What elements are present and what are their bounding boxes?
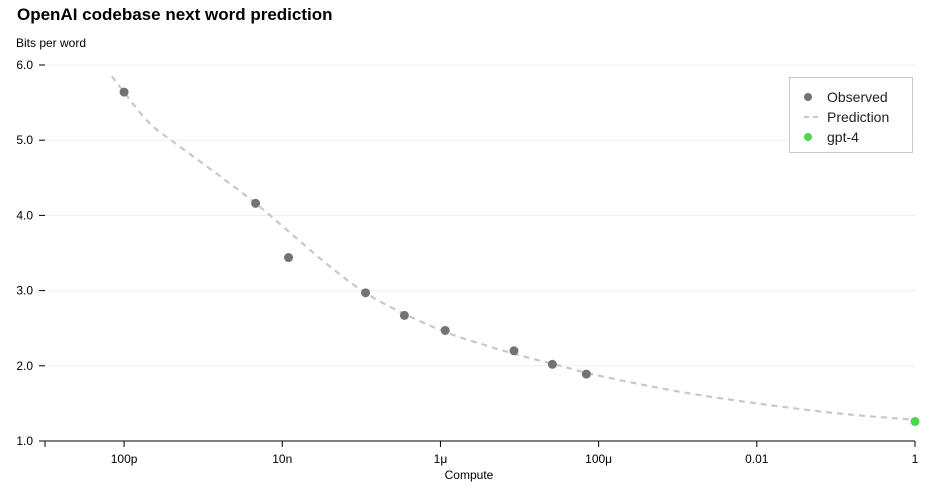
x-tick-label: 100μ — [585, 452, 612, 466]
x-tick-label: 0.01 — [745, 452, 769, 466]
chart-title: OpenAI codebase next word prediction — [17, 5, 333, 24]
y-tick-label: 6.0 — [16, 58, 33, 72]
observed-point — [399, 310, 409, 320]
gridlines — [45, 64, 915, 367]
y-tick-label: 5.0 — [16, 133, 33, 147]
legend-label-observed: Observed — [827, 89, 888, 105]
x-tick-label: 1μ — [434, 452, 448, 466]
x-tick-label: 100p — [111, 452, 138, 466]
observed-point — [440, 325, 450, 335]
observed-point — [581, 369, 591, 379]
x-axis: 100p 10n 1μ 100μ 0.01 1 — [44, 440, 919, 466]
series-layer — [110, 75, 920, 426]
gpt4-dot-icon — [804, 133, 812, 141]
y-tick-label: 1.0 — [16, 434, 33, 448]
legend-label-prediction: Prediction — [827, 109, 890, 125]
observed-point — [361, 288, 371, 298]
observed-point — [284, 253, 294, 263]
observed-point — [119, 87, 129, 97]
x-tick-label: 1 — [912, 452, 919, 466]
gpt-4-point — [910, 416, 920, 426]
y-tick-label: 4.0 — [16, 208, 33, 222]
legend-item-gpt4: gpt-4 — [790, 127, 912, 147]
observed-point — [509, 346, 519, 356]
prediction-line — [110, 75, 916, 421]
x-tick-label: 10n — [272, 452, 292, 466]
legend-label-gpt4: gpt-4 — [827, 129, 859, 145]
y-axis-title: Bits per word — [16, 36, 87, 50]
y-tick-label: 3.0 — [16, 284, 33, 298]
observed-point — [547, 359, 557, 369]
observed-dot-icon — [804, 93, 812, 101]
legend: Observed Prediction gpt-4 — [789, 77, 913, 153]
observed-point — [251, 198, 261, 208]
legend-item-observed: Observed — [790, 87, 912, 107]
legend-item-prediction: Prediction — [790, 107, 912, 127]
y-tick-label: 2.0 — [16, 359, 33, 373]
x-axis-title: Compute — [445, 468, 494, 482]
dashed-line-icon — [804, 116, 818, 118]
y-axis: 1.0 2.0 3.0 4.0 5.0 6.0 — [16, 58, 45, 448]
